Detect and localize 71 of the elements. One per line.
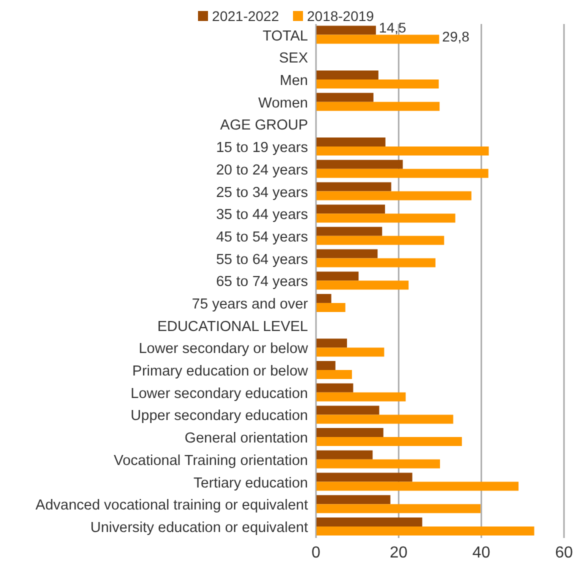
- legend-label: 2021-2022: [211, 8, 279, 24]
- bar: [316, 79, 439, 88]
- bar: [316, 406, 380, 415]
- y-tick-label: SEX: [278, 50, 308, 67]
- bar: [316, 472, 412, 482]
- bar: [316, 280, 409, 290]
- y-tick-label: Women: [258, 95, 308, 112]
- data-label: 29,8: [442, 28, 470, 44]
- y-tick-label: General orientation: [184, 430, 308, 447]
- y-tick-label: 65 to 74 years: [216, 274, 308, 290]
- bar: [316, 146, 489, 156]
- bar: [316, 383, 354, 392]
- y-tick-label: Primary education or below: [132, 364, 309, 380]
- bar: [316, 504, 481, 514]
- x-tick-label: 40: [472, 544, 490, 562]
- bar: [316, 437, 462, 446]
- bar: [316, 70, 378, 80]
- bar: [316, 338, 347, 348]
- y-tick-label: 75 years and over: [192, 296, 308, 312]
- bar: [316, 348, 384, 357]
- bar: [316, 182, 392, 192]
- y-tick-label: 35 to 44 years: [216, 207, 308, 224]
- x-tick-label: 20: [390, 544, 408, 562]
- bar: [316, 214, 456, 223]
- y-tick-label: Lower secondary education: [130, 386, 308, 402]
- bar: [316, 294, 332, 303]
- y-tick-label: Lower secondary or below: [138, 341, 309, 358]
- y-tick-label: Advanced vocational training or equivalent: [36, 498, 308, 514]
- y-tick-label: 45 to 54 years: [216, 229, 308, 246]
- y-tick-label: 55 to 64 years: [216, 252, 308, 268]
- bar: [316, 34, 440, 44]
- y-tick-label: Men: [280, 73, 308, 90]
- bar: [316, 361, 336, 370]
- bar: [316, 102, 440, 111]
- y-tick-label: 20 to 24 years: [216, 162, 308, 178]
- y-tick-label: 25 to 34 years: [216, 184, 308, 201]
- y-tick-label: AGE GROUP: [220, 118, 308, 134]
- bar: [316, 392, 406, 402]
- y-tick-label: University education or equivalent: [90, 520, 308, 536]
- bar: [316, 168, 488, 178]
- bar: [316, 226, 382, 236]
- bar: [316, 370, 352, 380]
- y-tick-label: EDUCATIONAL LEVEL: [157, 318, 308, 335]
- bar: [316, 302, 346, 312]
- x-tick-label: 0: [312, 544, 321, 562]
- y-tick-label: Tertiary education: [194, 475, 308, 492]
- bar: [316, 138, 386, 147]
- bar: [316, 517, 422, 526]
- bar: [316, 272, 359, 281]
- y-tick-label: Vocational Training orientation: [114, 452, 308, 469]
- bar: [316, 92, 374, 102]
- bar: [316, 249, 378, 258]
- bar: [316, 526, 534, 536]
- bar: [316, 482, 519, 491]
- legend-label: 2018-2019: [306, 8, 374, 24]
- bar: [316, 450, 373, 460]
- bar: [316, 414, 454, 424]
- bar: [316, 26, 376, 35]
- bar: [316, 236, 444, 245]
- data-label: 14,5: [378, 19, 406, 36]
- y-tick-label: TOTAL: [262, 28, 308, 44]
- y-tick-label: Upper secondary education: [130, 408, 308, 424]
- x-tick-label: 60: [555, 544, 573, 562]
- bar: [316, 428, 384, 438]
- bar: [316, 160, 403, 169]
- bar: [316, 495, 390, 504]
- bar: [316, 191, 472, 200]
- y-tick-label: 15 to 19 years: [216, 140, 308, 156]
- bar: [316, 258, 436, 268]
- bar: [316, 459, 440, 468]
- bar: [316, 204, 386, 214]
